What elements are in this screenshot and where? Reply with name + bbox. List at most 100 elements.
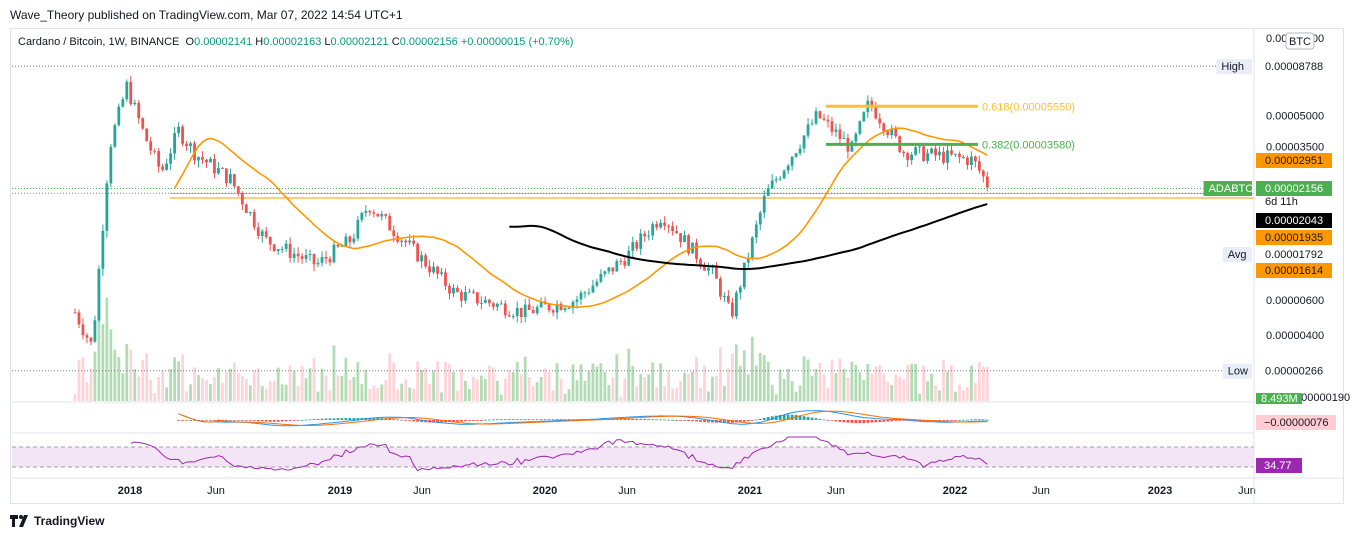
volume-bar xyxy=(814,368,818,401)
candle-body xyxy=(567,307,571,309)
candle-body xyxy=(838,129,842,139)
macd-histogram-bar xyxy=(655,419,659,421)
candle-body xyxy=(715,266,718,279)
candle-body xyxy=(153,150,157,152)
candle-body xyxy=(412,240,416,244)
currency-label: BTC xyxy=(1289,36,1311,48)
macd-histogram-bar xyxy=(308,419,312,421)
volume-bar xyxy=(260,386,264,401)
volume-bar xyxy=(647,374,651,401)
candle-body xyxy=(539,301,543,308)
candle-body xyxy=(918,146,922,148)
macd-histogram-bar xyxy=(368,417,372,420)
volume-bar xyxy=(424,368,427,401)
volume-bar xyxy=(723,386,726,401)
volume-bar xyxy=(782,379,786,401)
volume-bar xyxy=(926,381,929,401)
price-tag-title-last: ADABTC xyxy=(1209,183,1254,195)
tradingview-icon xyxy=(10,515,28,527)
candle-body xyxy=(814,111,818,124)
candle-body xyxy=(946,150,949,163)
macd-tag-value: −0.00000076 xyxy=(1264,417,1329,429)
volume-bar xyxy=(503,378,507,401)
price-tag-title-high: High xyxy=(1221,61,1244,73)
candle-body xyxy=(400,240,404,242)
candle-body xyxy=(934,148,937,156)
candle-body xyxy=(914,147,918,155)
volume-bar xyxy=(288,365,292,401)
price-tag-value-support: 0.00001935 xyxy=(1265,232,1323,244)
macd-histogram-bar xyxy=(874,420,878,423)
legend-open-label: O xyxy=(185,36,195,48)
candle-body xyxy=(344,236,348,246)
candle-body xyxy=(268,236,272,245)
volume-bar xyxy=(874,366,878,401)
candle-body xyxy=(619,261,623,263)
candle-body xyxy=(762,195,766,213)
macd-histogram-bar xyxy=(209,420,212,421)
volume-bar xyxy=(300,365,304,401)
macd-histogram-bar xyxy=(531,419,535,421)
candle-body xyxy=(121,99,125,107)
volume-bar xyxy=(973,382,977,401)
candle-body xyxy=(742,262,746,288)
macd-histogram-bar xyxy=(942,420,945,421)
volume-bar xyxy=(746,374,750,401)
volume-bar xyxy=(189,384,192,401)
tradingview-logo[interactable]: TradingView xyxy=(10,514,104,528)
candle-body xyxy=(954,153,957,155)
macd-histogram-bar xyxy=(894,420,898,421)
y-tick-label: 0.00003500 xyxy=(1266,141,1324,153)
candle-body xyxy=(464,292,467,301)
price-tag-value-low: 0.00000266 xyxy=(1265,366,1323,378)
candle-body xyxy=(149,141,153,151)
candle-body xyxy=(181,126,184,144)
candle-body xyxy=(806,124,810,136)
macd-histogram-bar xyxy=(201,420,204,421)
volume-bar xyxy=(121,373,125,401)
candle-body xyxy=(579,292,583,300)
candle-body xyxy=(213,158,216,174)
volume-bar xyxy=(531,386,535,401)
volume-bar xyxy=(659,363,663,401)
macd-histogram-bar xyxy=(495,419,499,421)
legend-symbol[interactable]: Cardano / Bitcoin, 1W, BINANCE xyxy=(18,36,180,48)
candle-body xyxy=(173,133,176,154)
volume-bar xyxy=(966,387,969,401)
candle-body xyxy=(547,304,551,311)
candle-body xyxy=(468,291,471,293)
macd-histogram-bar xyxy=(400,419,404,421)
volume-bar xyxy=(878,365,882,401)
volume-bar xyxy=(842,368,846,401)
macd-histogram-bar xyxy=(193,420,196,421)
macd-histogram-bar xyxy=(643,419,647,420)
macd-histogram-bar xyxy=(288,420,292,421)
volume-bar xyxy=(432,370,435,401)
macd-histogram-bar xyxy=(842,420,846,423)
candle-body xyxy=(452,287,455,294)
price-tag-title-avg: Avg xyxy=(1228,249,1247,261)
macd-histogram-bar xyxy=(280,420,284,422)
volume-bar xyxy=(591,363,595,401)
candle-body xyxy=(392,230,396,237)
macd-histogram-bar xyxy=(846,420,850,423)
legend-close-label: C xyxy=(391,36,400,48)
volume-bar xyxy=(699,387,702,401)
candle-body xyxy=(404,240,408,243)
currency-badge[interactable] xyxy=(1285,32,1315,50)
volume-bar xyxy=(264,388,268,401)
candle-body xyxy=(786,165,790,171)
macd-histogram-bar xyxy=(838,420,842,422)
volume-bar xyxy=(205,379,208,401)
candle-body xyxy=(165,163,169,170)
candle-body xyxy=(145,128,149,142)
candle-body xyxy=(607,267,611,272)
macd-histogram-bar xyxy=(659,419,663,421)
volume-bar xyxy=(535,382,539,401)
y-tick-label: 0.00000600 xyxy=(1266,295,1324,307)
macd-signal-line xyxy=(178,410,988,426)
macd-histogram-bar xyxy=(332,418,336,420)
candle-body xyxy=(850,141,854,152)
legend-close: 0.00002156 xyxy=(399,36,458,48)
